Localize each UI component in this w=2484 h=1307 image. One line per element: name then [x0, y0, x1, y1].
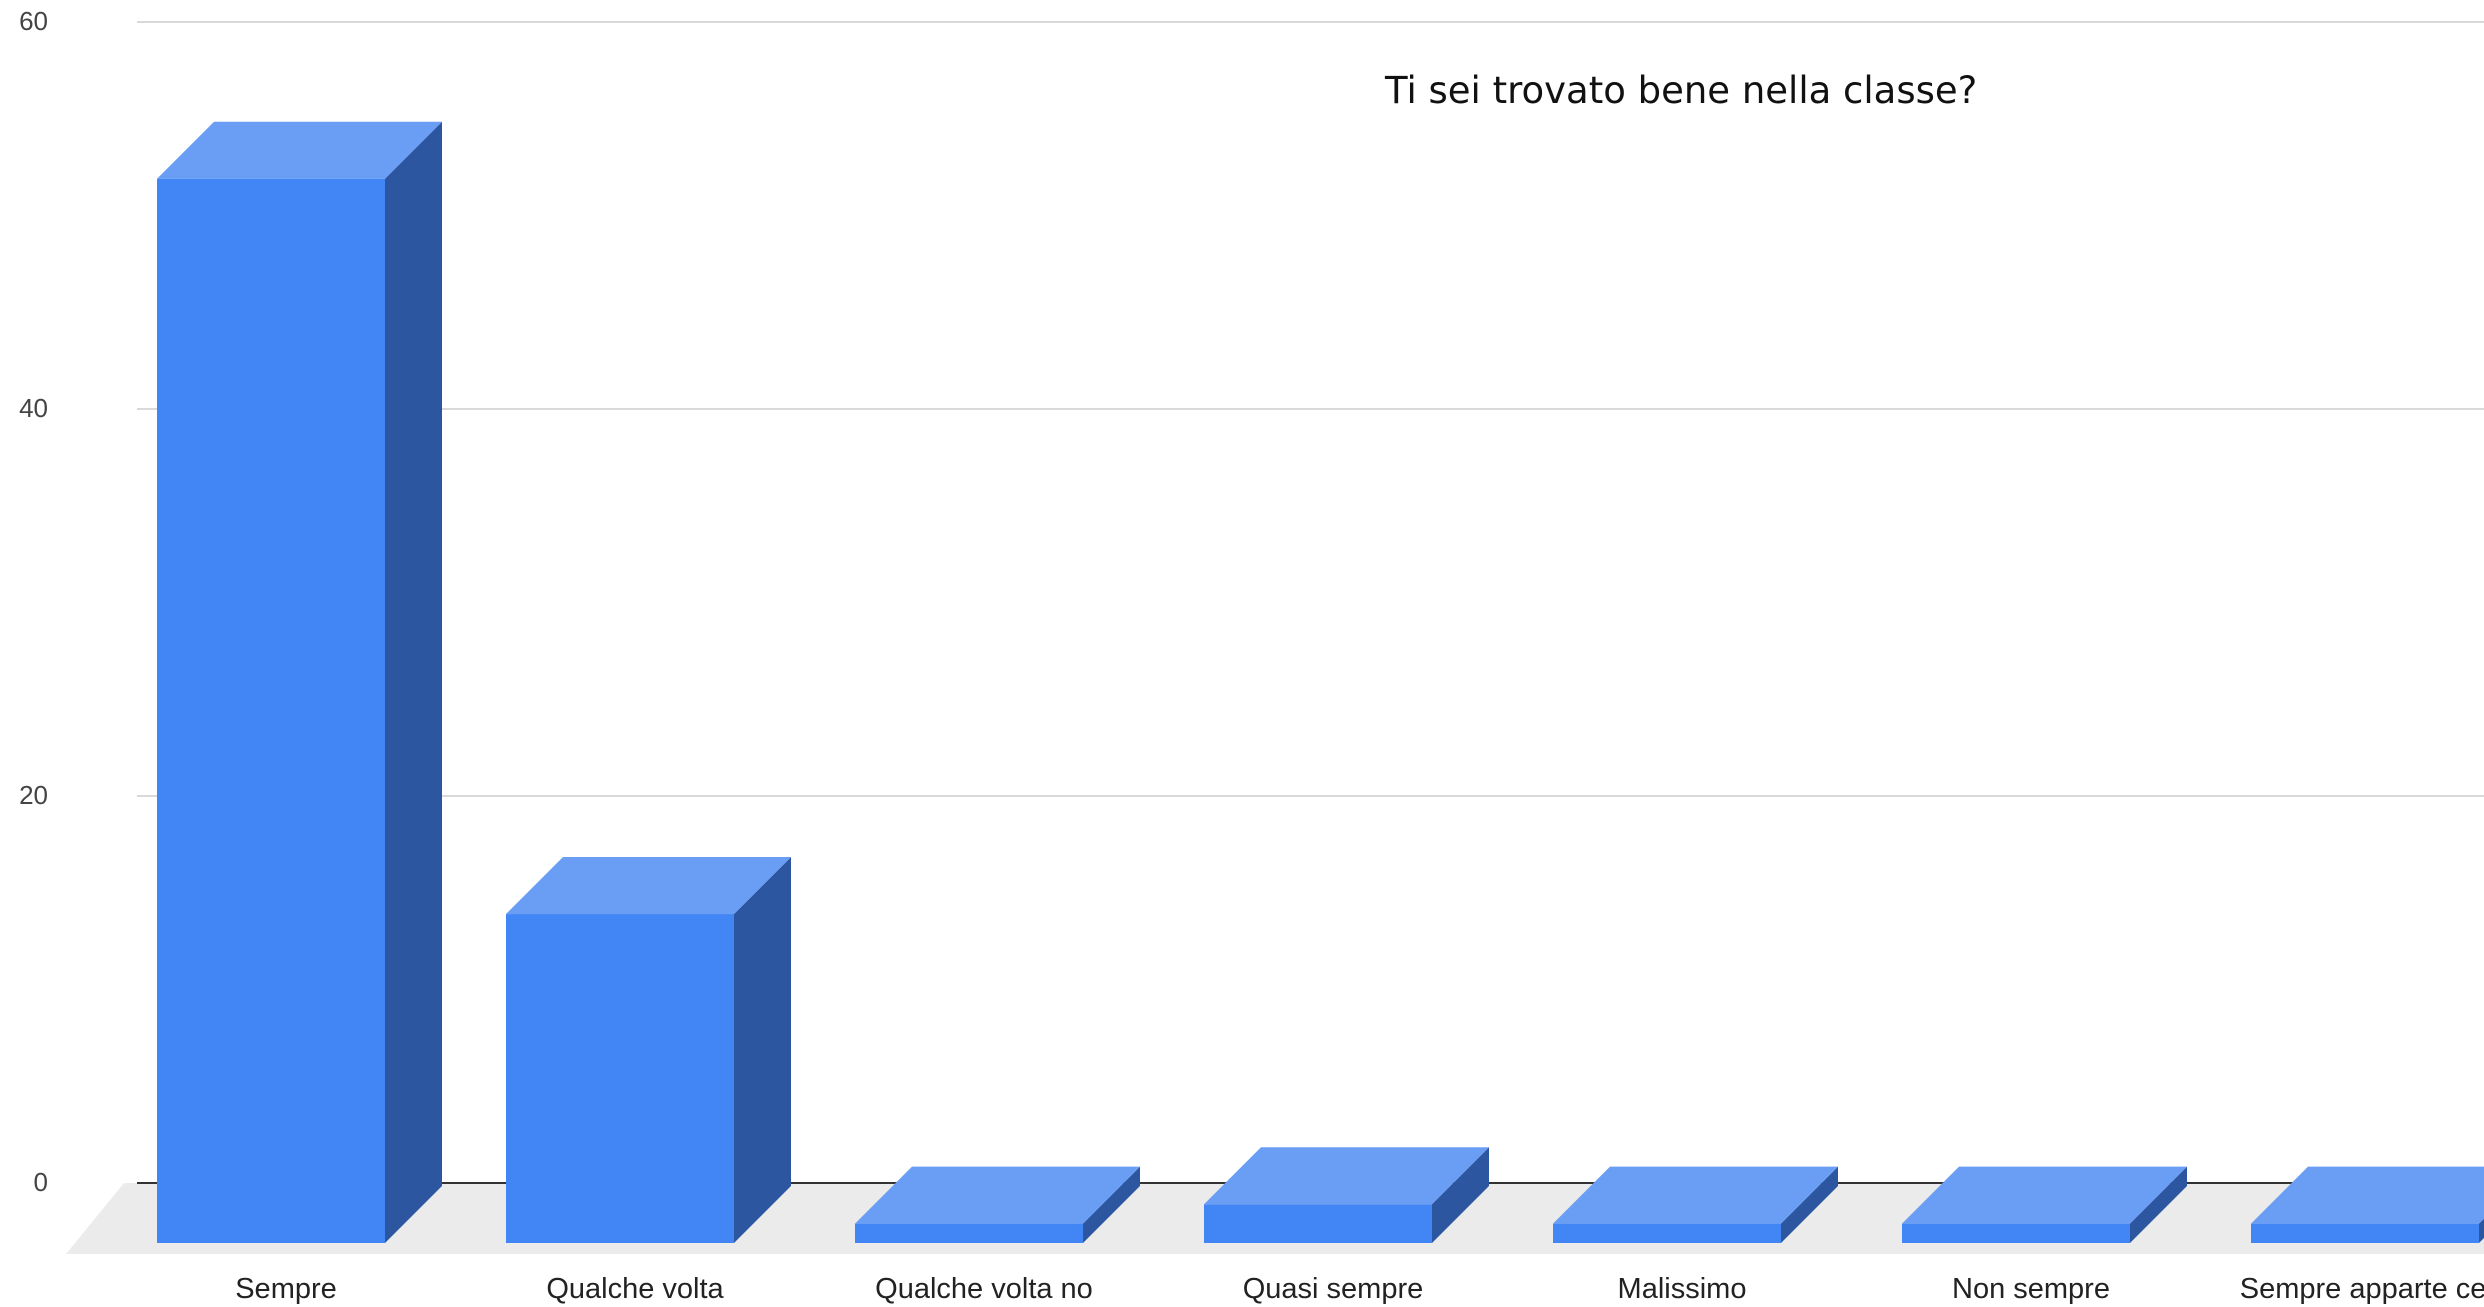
bar-front — [855, 1223, 1083, 1243]
x-category-label: Qualche volta — [546, 1273, 724, 1305]
grid-lines — [137, 21, 2484, 1184]
chart-title: Ti sei trovato bene nella classe? — [1384, 69, 1977, 112]
bar-side — [1781, 1166, 1838, 1243]
bar-front — [506, 914, 734, 1243]
bar-top — [506, 857, 791, 915]
y-axis-ticks: 0 20 40 60 — [19, 6, 48, 1197]
y-tick-label: 60 — [19, 6, 48, 36]
x-category-label: Sempre apparte certe — [2240, 1273, 2484, 1305]
bar-top — [157, 121, 442, 179]
bar-top — [1204, 1147, 1489, 1205]
bar-top — [1553, 1166, 1838, 1224]
bar-front — [1553, 1223, 1781, 1243]
bar-side — [734, 857, 791, 1243]
bar — [1553, 1166, 1838, 1243]
y-tick-label: 20 — [19, 780, 48, 810]
bar-front — [1902, 1223, 2130, 1243]
bar — [157, 121, 442, 1243]
bar-side — [1083, 1166, 1140, 1243]
x-category-label: Quasi sempre — [1243, 1273, 1424, 1305]
y-tick-label: 40 — [19, 393, 48, 423]
bar-front — [2251, 1223, 2479, 1243]
bar-side — [2479, 1218, 2484, 1243]
bar-front — [157, 178, 385, 1243]
bar-front — [1204, 1204, 1432, 1243]
x-category-label: Non sempre — [1952, 1273, 2110, 1305]
x-category-label: Malissimo — [1618, 1273, 1747, 1305]
y-tick-label: 0 — [34, 1167, 48, 1197]
bar — [855, 1166, 1140, 1243]
bar — [1902, 1166, 2187, 1243]
x-category-label: Sempre — [235, 1273, 337, 1305]
bar-top — [1902, 1166, 2187, 1224]
bar-side — [385, 121, 442, 1243]
bar-top — [855, 1166, 1140, 1224]
bar — [1204, 1147, 1489, 1243]
bar-side — [2130, 1166, 2187, 1243]
bars — [157, 121, 2484, 1243]
bar — [506, 857, 791, 1243]
bar-top — [2251, 1166, 2484, 1224]
x-category-label: Qualche volta no — [875, 1273, 1093, 1305]
bar-side — [1432, 1147, 1489, 1243]
bar — [2251, 1166, 2484, 1243]
x-axis-categories: Sempre Qualche volta Qualche volta no Quasi… — [235, 1273, 2484, 1305]
